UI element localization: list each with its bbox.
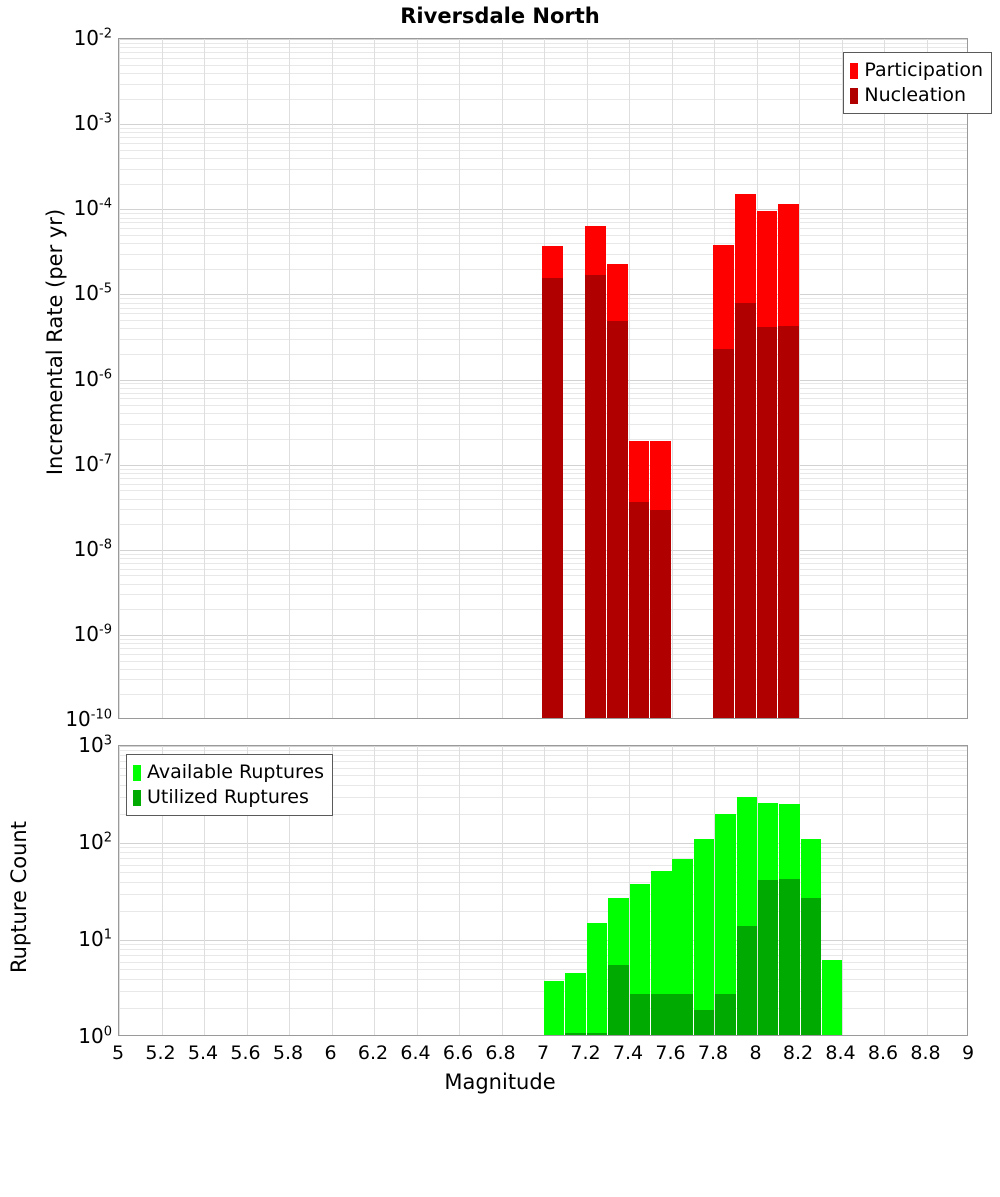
- x-axis-tick-label: 6.6: [442, 1042, 474, 1064]
- bottom-legend: Available Ruptures Utilized Ruptures: [126, 754, 333, 816]
- legend-item: Utilized Ruptures: [133, 785, 324, 810]
- y-axis-tick-label: 10-6: [73, 366, 112, 391]
- utilized-ruptures-bar: [694, 1010, 714, 1035]
- rupture-count-plot: [118, 745, 968, 1036]
- utilized-ruptures-bar: [715, 993, 736, 1035]
- nucleation-bar: [735, 302, 756, 718]
- x-axis-tick-label: 7.8: [697, 1042, 729, 1064]
- available-ruptures-bar: [544, 980, 564, 1035]
- x-axis-tick-label: 6: [324, 1042, 337, 1064]
- x-axis-tick-label: 5.4: [187, 1042, 219, 1064]
- nucleation-swatch: [850, 87, 859, 104]
- legend-item-label: Utilized Ruptures: [147, 786, 309, 808]
- x-axis-tick-label: 8: [749, 1042, 762, 1064]
- y-axis-tick-label: 10-3: [73, 111, 112, 136]
- page-title: Riversdale North: [400, 4, 600, 28]
- x-axis-tick-label: 5.6: [230, 1042, 261, 1064]
- available-ruptures-bar: [565, 972, 586, 1035]
- utilized-ruptures-swatch: [133, 789, 141, 806]
- x-axis-tick-label: 8.6: [867, 1042, 899, 1064]
- nucleation-bar: [585, 274, 606, 718]
- x-axis-tick-label: 8.8: [910, 1042, 941, 1064]
- legend-item-label: Available Ruptures: [147, 761, 324, 783]
- utilized-ruptures-bar: [630, 993, 650, 1035]
- x-axis-tick-label: 7.2: [570, 1042, 601, 1064]
- y-axis-tick-label: 10-4: [73, 196, 112, 221]
- nucleation-bar: [757, 327, 777, 718]
- y-axis-tick-label: 10-2: [73, 26, 112, 50]
- participation-swatch: [850, 62, 859, 79]
- x-axis-tick-label: 8.4: [825, 1042, 856, 1064]
- available-ruptures-bar: [587, 922, 607, 1035]
- legend-item-label: Participation: [864, 59, 983, 81]
- utilized-ruptures-bar: [587, 1033, 607, 1035]
- utilized-ruptures-bar: [758, 879, 778, 1035]
- nucleation-bar: [650, 510, 671, 718]
- available-ruptures-bar: [715, 813, 736, 1035]
- y-axis-tick-label: 101: [78, 927, 112, 951]
- utilized-ruptures-bar: [608, 965, 629, 1035]
- y-axis-tick-label: 10-7: [73, 451, 112, 476]
- x-axis-tick-label: 6.2: [357, 1042, 389, 1064]
- x-axis-tick-label: 6.8: [485, 1042, 516, 1064]
- x-axis-tick-label: 8.2: [782, 1042, 814, 1064]
- nucleation-bar: [713, 348, 734, 718]
- utilized-ruptures-bar: [779, 878, 800, 1035]
- utilized-ruptures-bar: [737, 925, 757, 1035]
- figure-root: Riversdale North 10-2 10-3 10-4 10-5 10-6 10-…: [7, 4, 992, 1094]
- y-axis-tick-label: 10-10: [65, 707, 112, 731]
- x-axis-tick-label: 7.4: [612, 1042, 644, 1064]
- bottom-bars-layer: [119, 746, 967, 1035]
- legend-item: Participation: [850, 58, 983, 83]
- available-ruptures-bar: [694, 839, 714, 1035]
- available-ruptures-bar: [822, 959, 842, 1035]
- x-axis-tick-label: 7: [536, 1042, 550, 1064]
- top-bars-layer: [119, 39, 967, 718]
- utilized-ruptures-bar: [672, 993, 693, 1035]
- top-y-axis-title: Incremental Rate (per yr): [43, 208, 67, 476]
- y-axis-tick-label: 100: [78, 1024, 112, 1048]
- nucleation-bar: [607, 320, 628, 718]
- y-axis-tick-label: 10-8: [73, 536, 112, 561]
- nucleation-bar: [629, 502, 649, 718]
- bottom-gridlines: [119, 746, 967, 1035]
- nucleation-bar: [542, 278, 563, 718]
- available-ruptures-swatch: [133, 764, 141, 781]
- available-ruptures-bar: [672, 859, 693, 1035]
- x-axis-title: Magnitude: [444, 1070, 556, 1094]
- legend-item-label: Nucleation: [864, 84, 967, 106]
- x-axis-tick-label: 5.2: [145, 1042, 176, 1064]
- utilized-ruptures-bar: [801, 898, 821, 1035]
- x-axis-tick-label: 9: [961, 1042, 975, 1064]
- nucleation-bar: [778, 326, 799, 718]
- legend-item: Available Ruptures: [133, 760, 324, 785]
- legend-item: Nucleation: [850, 83, 983, 108]
- y-axis-tick-label: 10-5: [73, 281, 112, 306]
- x-axis-tick-label: 5.8: [272, 1042, 304, 1064]
- x-axis-tick-label: 7.6: [655, 1042, 686, 1064]
- utilized-ruptures-bar: [651, 993, 672, 1035]
- bottom-y-axis-title: Rupture Count: [7, 821, 31, 973]
- y-axis-tick-label: 103: [78, 733, 112, 757]
- y-axis-tick-label: 10-9: [73, 621, 112, 646]
- x-axis-tick-label: 6.4: [400, 1042, 431, 1064]
- incremental-rate-plot: [118, 38, 968, 719]
- utilized-ruptures-bar: [565, 1033, 586, 1035]
- x-axis-tick-label: 5: [111, 1042, 125, 1064]
- y-axis-tick-label: 102: [78, 830, 112, 854]
- top-legend: Participation Nucleation: [843, 52, 992, 114]
